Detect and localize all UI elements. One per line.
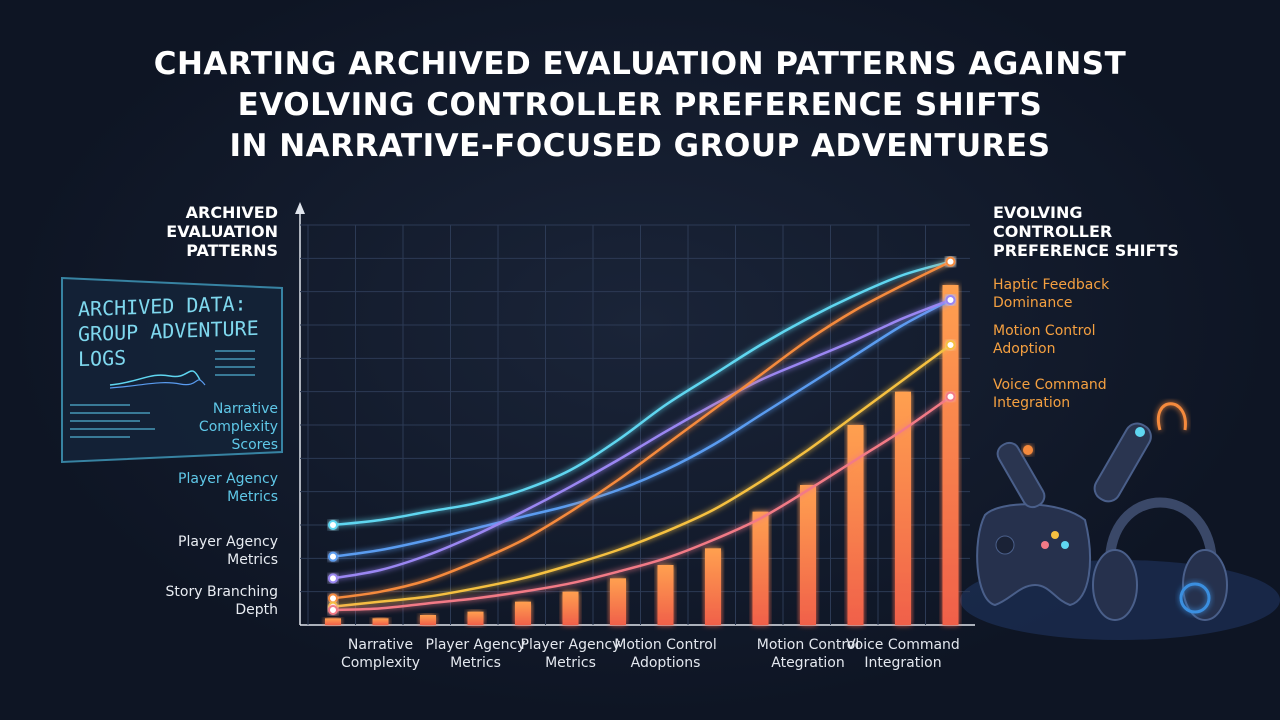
line-end-dot	[328, 573, 338, 584]
line-end-dot	[945, 295, 956, 305]
controllers-illustration	[960, 402, 1280, 640]
line-end-dot	[945, 391, 956, 402]
title-line: CHARTING ARCHIVED EVALUATION PATTERNS AG…	[153, 46, 1127, 82]
x-tick-label: Player Agency Metrics	[425, 637, 526, 671]
bar	[562, 591, 579, 625]
series-line	[332, 260, 952, 600]
bar	[420, 615, 436, 625]
bar	[610, 578, 626, 625]
right-annotation: Voice Command Integration	[993, 377, 1107, 411]
right-annotation: Haptic Feedback Dominance	[993, 277, 1110, 311]
line-end-dot	[328, 605, 338, 615]
x-tick-label: Narrative Complexity	[340, 637, 421, 671]
bar	[752, 511, 769, 625]
axes	[295, 202, 975, 626]
series-line	[332, 395, 952, 612]
series-line	[332, 298, 952, 558]
line-end-dot	[945, 256, 956, 267]
panel-title: ARCHIVED DATA: GROUP ADVENTURE LOGS	[78, 291, 259, 372]
x-tick-label: Player Agency Metrics	[520, 637, 621, 671]
bar	[515, 601, 531, 625]
title-line: EVOLVING CONTROLLER PREFERENCE SHIFTS	[237, 87, 1043, 123]
x-tick-label: Voice Command Integration	[846, 637, 960, 671]
series-line	[332, 298, 951, 580]
bar	[467, 611, 484, 625]
line-end-dot	[328, 593, 338, 604]
bar	[705, 548, 721, 625]
series-line	[332, 260, 951, 527]
title-line: IN NARRATIVE-FOCUSED GROUP ADVENTURES	[229, 128, 1051, 164]
line-end-dot	[328, 551, 338, 562]
x-tick-label: Motion Control Adoptions	[614, 637, 717, 671]
bar	[847, 425, 864, 625]
left-annotation: Narrative Complexity Scores	[198, 401, 278, 453]
bar	[657, 565, 674, 625]
line-end-dot	[945, 340, 956, 350]
series-line	[332, 343, 952, 608]
left-annotation: Story Branching Depth	[165, 584, 278, 618]
y-axis-title: ARCHIVED EVALUATION PATTERNS	[166, 203, 278, 260]
bar	[372, 618, 389, 625]
bar	[800, 485, 816, 625]
bar	[942, 285, 959, 625]
left-annotation: Player Agency Metrics	[178, 534, 278, 568]
bar	[325, 618, 341, 625]
bar	[895, 391, 911, 625]
line-end-dot	[328, 520, 338, 530]
right-annotation: Motion Control Adoption	[993, 323, 1096, 357]
x-tick-label: Motion Control Ategration	[756, 637, 860, 671]
left-annotation: Player Agency Metrics	[178, 471, 278, 505]
y2-axis-title: EVOLVING CONTROLLER PREFERENCE SHIFTS	[993, 203, 1179, 260]
data-panel	[61, 276, 283, 464]
